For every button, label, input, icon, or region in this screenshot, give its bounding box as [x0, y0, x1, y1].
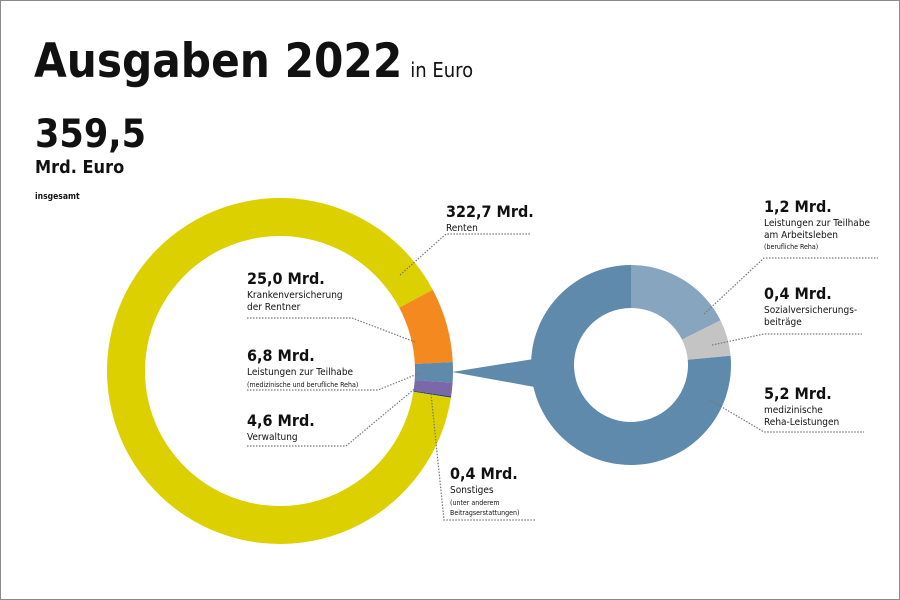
label-arbeitsleben: 1,2 Mrd. Leistungen zur Teilhabe am Arbe…	[764, 197, 871, 252]
label-sonstiges: 0,4 Mrd. Sonstiges (unter anderem Beitra…	[450, 464, 520, 517]
leader-arbeitsleben	[703, 257, 878, 315]
slice-arbeitsleben	[631, 265, 721, 340]
leader-kvdr	[247, 317, 416, 343]
label-sozialvers: 0,4 Mrd. Sozialversicherungs- beiträge	[764, 284, 858, 328]
detail-donut-chart	[531, 265, 731, 465]
leader-medreha	[709, 399, 864, 433]
total-unit: Mrd. Euro	[35, 157, 125, 178]
leader-verwaltung	[247, 385, 419, 447]
label-teilhabe: 6,8 Mrd. Leistungen zur Teilhabe (medizi…	[247, 346, 359, 389]
total-label: insgesamt	[35, 192, 80, 202]
slice-medreha	[531, 265, 731, 465]
leader-renten	[399, 233, 530, 276]
label-kvdr: 25,0 Mrd. Krankenversicherung der Rentne…	[247, 269, 343, 313]
total-value: 359,5	[35, 112, 146, 157]
zoom-connector-wedge	[452, 358, 540, 388]
leader-sozialvers	[711, 333, 862, 346]
leader-lines	[247, 233, 878, 521]
label-verwaltung: 4,6 Mrd. Verwaltung	[247, 411, 315, 444]
slice-sonstiges	[413, 390, 452, 398]
slice-verwaltung	[413, 380, 453, 397]
title-unit: in Euro	[410, 58, 474, 82]
leader-sonstiges	[430, 393, 536, 521]
slice-teilhabe	[414, 362, 453, 383]
slice-sozialvers	[682, 320, 731, 360]
label-renten: 322,7 Mrd. Renten	[446, 202, 534, 235]
slice-kvdr	[399, 289, 453, 365]
page-title: Ausgaben 2022 in Euro	[34, 34, 474, 89]
label-medreha: 5,2 Mrd. medizinische Reha-Leistungen	[764, 384, 840, 428]
main-donut-chart	[107, 198, 453, 544]
